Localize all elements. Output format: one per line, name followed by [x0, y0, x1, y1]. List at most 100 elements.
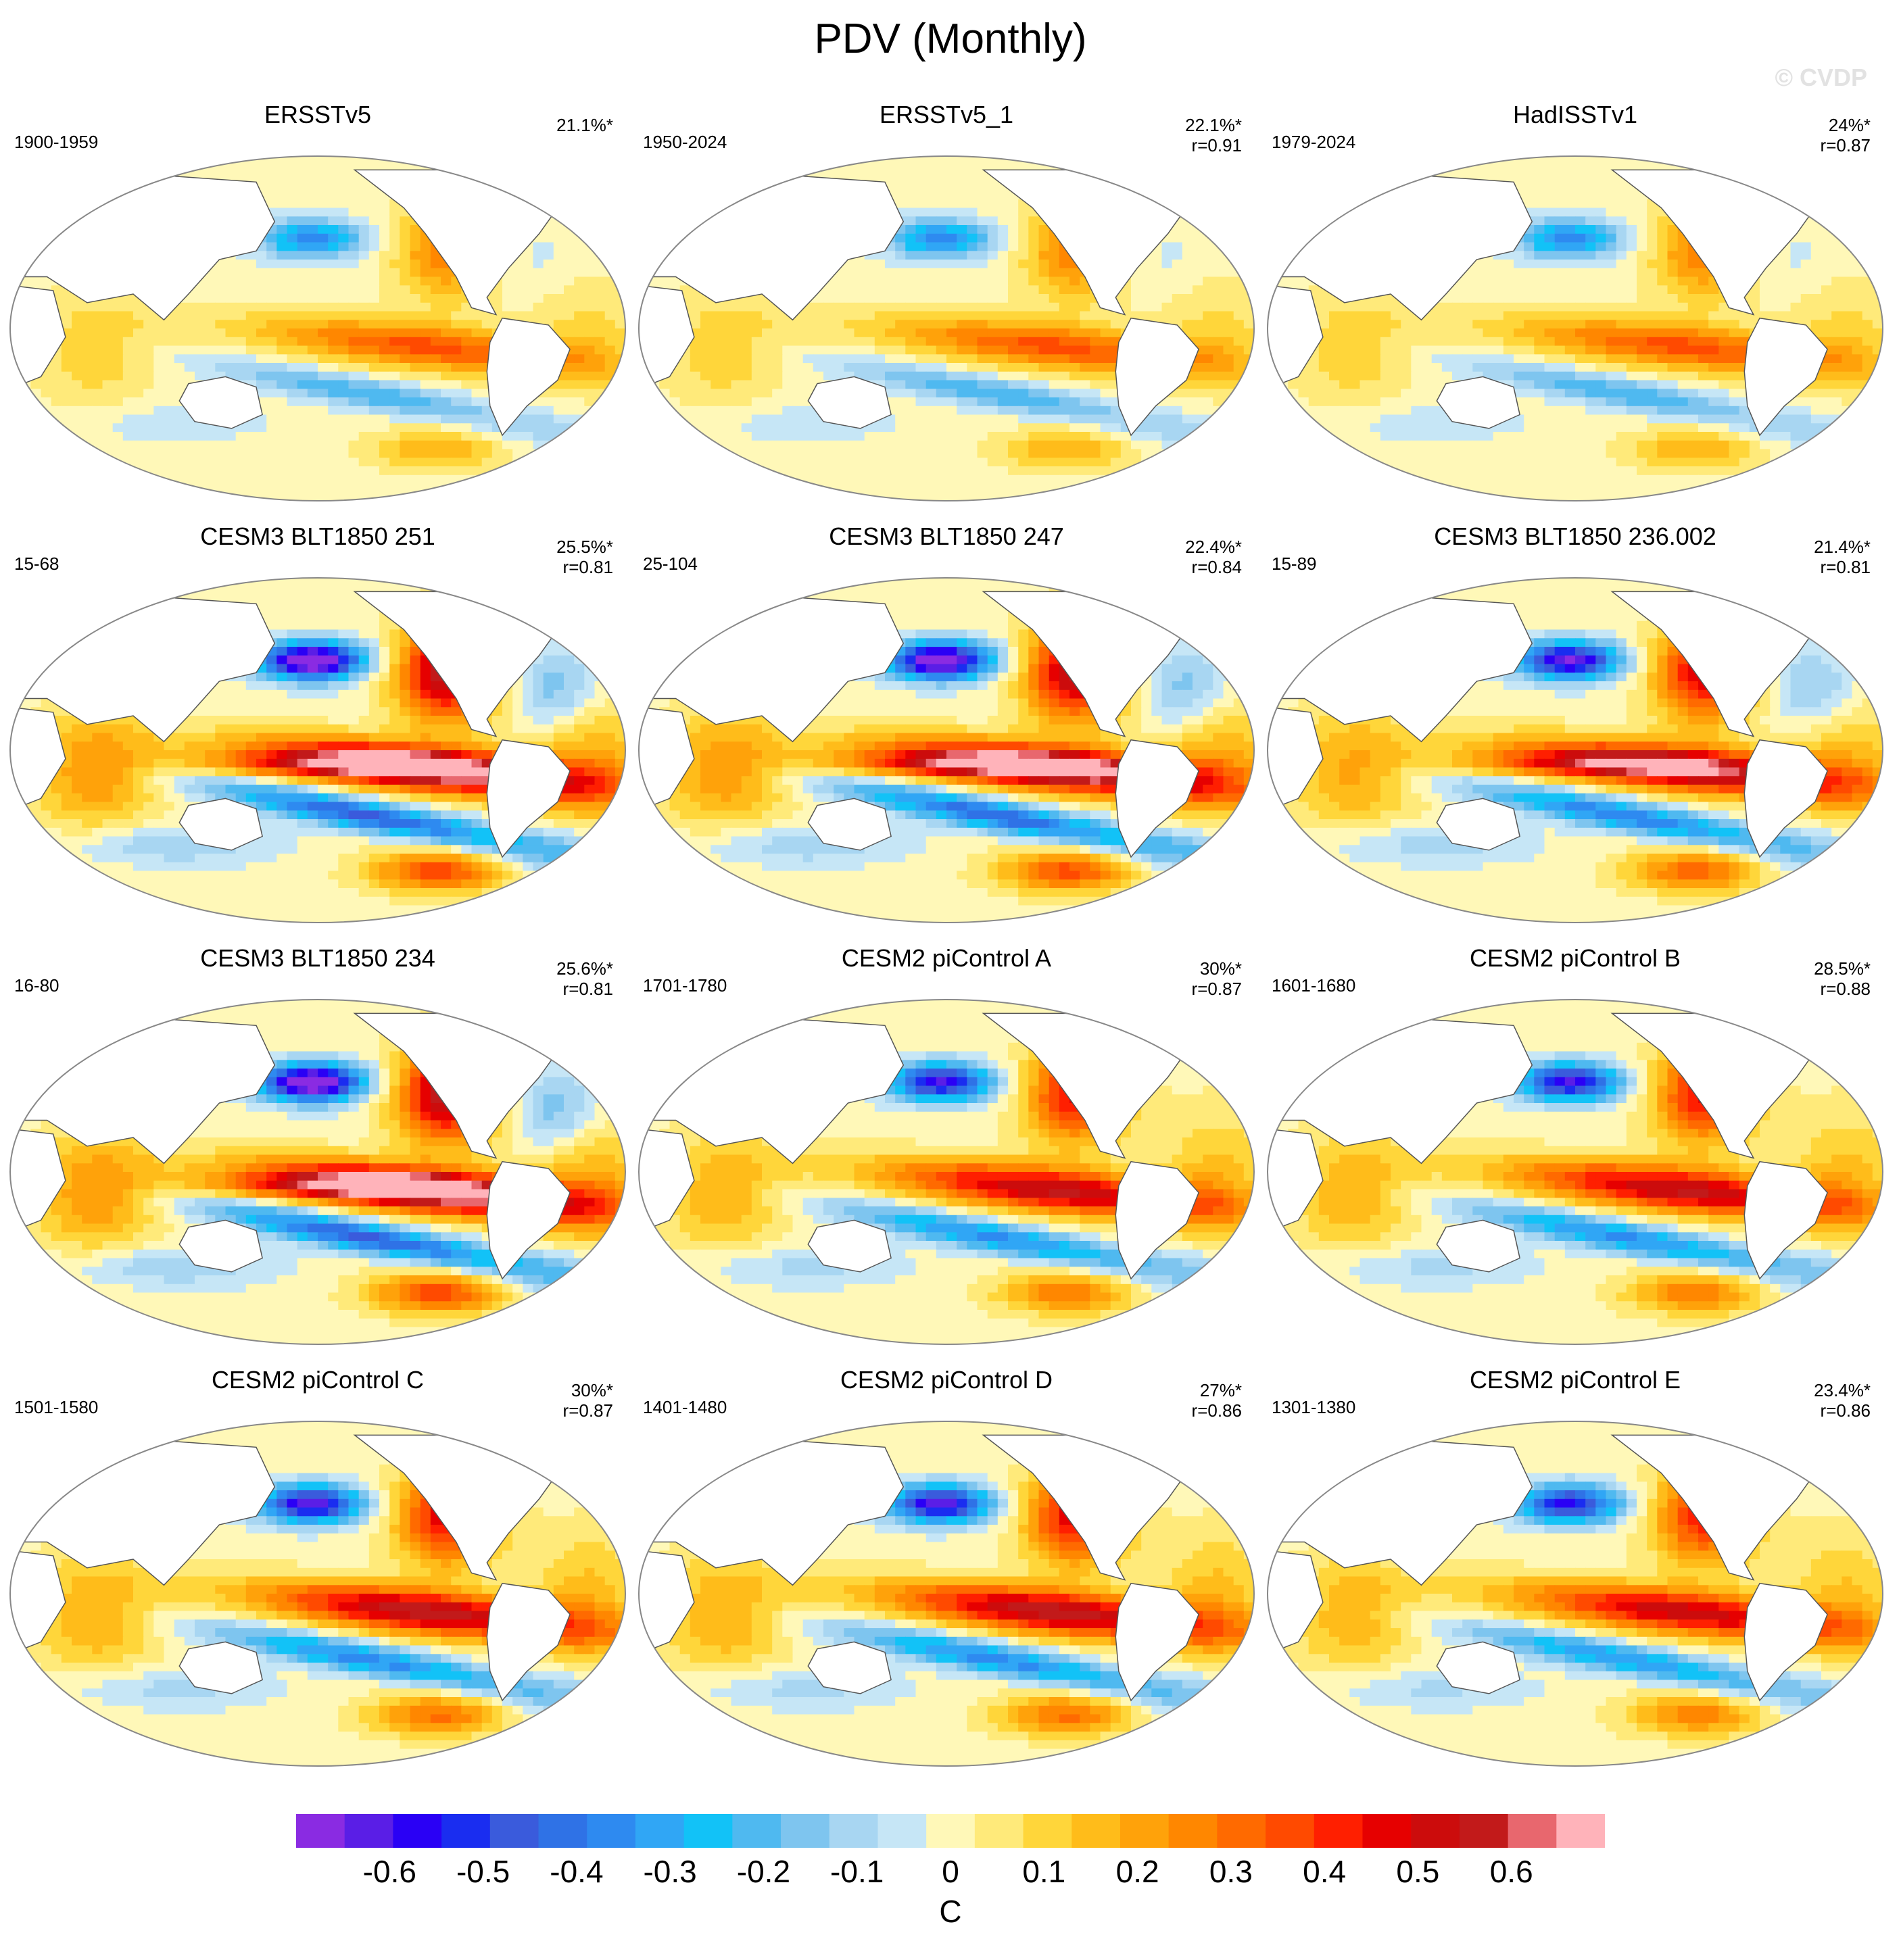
land-mass: [807, 376, 892, 429]
land-mass: [10, 1550, 66, 1655]
anomaly-field: [1268, 156, 1883, 501]
anomaly-field: [10, 578, 625, 923]
colorbar-swatch: [974, 1814, 1024, 1848]
panel-pattern-correlation: r=0.81: [563, 979, 613, 999]
sst-anomaly-map: [638, 1421, 1255, 1767]
colorbar-swatch: [1120, 1814, 1170, 1848]
panel-pattern-correlation: r=0.87: [563, 1400, 613, 1421]
panel-pattern-correlation: r=0.81: [1821, 557, 1871, 577]
colorbar-swatch: [683, 1814, 733, 1848]
panel-percent-variance: 30%*: [571, 1380, 613, 1400]
panel-title: HadISSTv1: [1261, 100, 1890, 130]
colorbar-swatch: [732, 1814, 781, 1848]
land-mass: [639, 1550, 695, 1655]
colorbar-swatch: [393, 1814, 442, 1848]
land-mass: [1268, 285, 1324, 390]
land-mass: [1115, 317, 1199, 437]
panel-title: CESM3 BLT1850 236.002: [1261, 522, 1890, 552]
panel-title: ERSSTv5_1: [632, 100, 1261, 130]
map-boundary: [1267, 577, 1883, 923]
colorbar-swatch: [1168, 1814, 1218, 1848]
panel-percent-variance: 28.5%*: [1814, 958, 1871, 979]
panel-pattern-correlation: r=0.88: [1821, 979, 1871, 999]
land-mass: [1743, 1582, 1828, 1702]
map-boundary: [638, 999, 1255, 1345]
colorbar-swatch: [1217, 1814, 1266, 1848]
panel-pattern-correlation: r=0.81: [563, 557, 613, 577]
colorbar-swatch: [1411, 1814, 1460, 1848]
land-mass: [639, 285, 695, 390]
map-panel: CESM3 BLT1850 236.002 15-89 21.4%* r=0.81: [1261, 522, 1890, 948]
land-mass: [10, 1128, 66, 1233]
land-mass: [1115, 1160, 1199, 1280]
anomaly-field: [1268, 1000, 1883, 1344]
colorbar-swatch: [1459, 1814, 1509, 1848]
anomaly-field: [10, 1000, 625, 1344]
land-mass: [1115, 1582, 1199, 1702]
panel-years: 15-89: [1272, 553, 1317, 574]
sst-anomaly-map: [9, 577, 626, 923]
colorbar-swatch: [1508, 1814, 1557, 1848]
sst-anomaly-map: [1267, 1421, 1883, 1767]
panel-pattern-correlation: r=0.91: [1192, 135, 1242, 155]
land-mass: [1268, 1128, 1324, 1233]
panel-percent-variance: 24%*: [1829, 115, 1871, 135]
colorbar-swatch: [344, 1814, 393, 1848]
map-panel: CESM2 piControl C 1501-1580 30%* r=0.87: [3, 1365, 632, 1791]
map-panel: CESM3 BLT1850 234 16-80 25.6%* r=0.81: [3, 944, 632, 1369]
panel-years: 15-68: [14, 553, 59, 574]
panel-years: 25-104: [643, 553, 698, 574]
panel-title: CESM2 piControl E: [1261, 1365, 1890, 1395]
land-mass: [807, 1219, 892, 1273]
land-mass: [1436, 798, 1520, 851]
land-mass: [486, 739, 571, 858]
colorbar-swatch: [877, 1814, 927, 1848]
land-mass: [639, 706, 695, 812]
panel-percent-variance: 30%*: [1200, 958, 1242, 979]
colorbar-swatch: [1362, 1814, 1412, 1848]
map-boundary: [1267, 155, 1883, 501]
panel-title: ERSSTv5: [3, 100, 632, 130]
panel-pattern-correlation: r=0.86: [1192, 1400, 1242, 1421]
land-mass: [178, 1219, 263, 1273]
anomaly-field: [639, 156, 1254, 501]
land-mass: [1436, 376, 1520, 429]
cvdp-watermark: © CVDP: [1775, 61, 1867, 95]
colorbar: [296, 1814, 1605, 1848]
panel-percent-variance: 22.1%*: [1185, 115, 1242, 135]
land-mass: [807, 1641, 892, 1694]
panel-percent-variance: 23.4%*: [1814, 1380, 1871, 1400]
land-mass: [1436, 1219, 1520, 1273]
sst-anomaly-map: [1267, 577, 1883, 923]
map-boundary: [638, 577, 1255, 923]
panel-title: CESM3 BLT1850 251: [3, 522, 632, 552]
land-mass: [1436, 1641, 1520, 1694]
land-mass: [10, 285, 66, 390]
land-mass: [178, 1641, 263, 1694]
map-boundary: [9, 155, 626, 501]
map-boundary: [9, 1421, 626, 1767]
colorbar-swatch: [1556, 1814, 1605, 1848]
panel-title: CESM2 piControl A: [632, 944, 1261, 973]
map-panel: CESM2 piControl B 1601-1680 28.5%* r=0.88: [1261, 944, 1890, 1369]
sst-anomaly-map: [9, 999, 626, 1345]
land-mass: [178, 376, 263, 429]
panel-years: 1900-1959: [14, 131, 98, 153]
colorbar-swatch: [829, 1814, 878, 1848]
land-mass: [1743, 1160, 1828, 1280]
panel-years: 1601-1680: [1272, 975, 1355, 996]
colorbar-swatch: [1314, 1814, 1363, 1848]
map-panel: CESM2 piControl D 1401-1480 27%* r=0.86: [632, 1365, 1261, 1791]
colorbar-swatch: [296, 1814, 345, 1848]
sst-anomaly-map: [9, 1421, 626, 1767]
map-panel: ERSSTv5 1900-1959 21.1%*: [3, 100, 632, 526]
land-mass: [1743, 317, 1828, 437]
map-boundary: [1267, 999, 1883, 1345]
panel-pattern-correlation: r=0.84: [1192, 557, 1242, 577]
colorbar-units: C: [0, 1892, 1901, 1930]
colorbar-swatch: [587, 1814, 636, 1848]
panel-percent-variance: 21.4%*: [1814, 537, 1871, 557]
panel-years: 1401-1480: [643, 1396, 727, 1418]
sst-anomaly-map: [638, 999, 1255, 1345]
